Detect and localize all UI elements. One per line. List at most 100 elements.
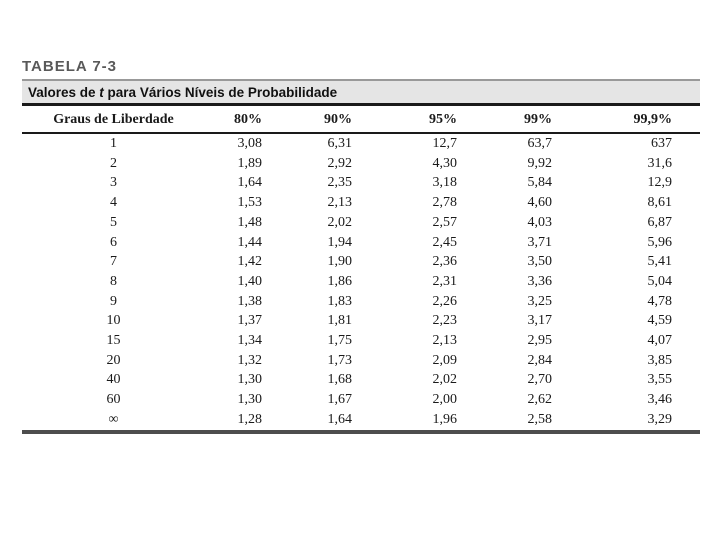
table-row: 6 1,44 1,94 2,45 3,71 5,96	[22, 233, 700, 253]
table-row: 3 1,64 2,35 3,18 5,84 12,9	[22, 173, 700, 193]
table-row: ∞ 1,28 1,64 1,96 2,58 3,29	[22, 410, 700, 432]
degrees-of-freedom-cell: 9	[110, 293, 117, 309]
t-value-cell: 6,87	[647, 214, 673, 230]
degrees-of-freedom-cell: 60	[106, 392, 121, 408]
degrees-of-freedom-cell: 15	[106, 333, 121, 349]
t-value-cell: 1,32	[237, 352, 263, 368]
t-value-cell: 1,83	[327, 293, 353, 309]
t-value-cell: 1,64	[327, 411, 353, 427]
t-value-cell: 1,37	[237, 313, 263, 329]
t-value-cell: 5,96	[647, 234, 673, 250]
header-row: Graus de Liberdade 80% 90% 95% 99% 99,9%	[22, 106, 700, 133]
t-value-cell: 3,08	[237, 136, 263, 151]
degrees-of-freedom-cell: 3	[110, 175, 117, 191]
table-row: 8 1,40 1,86 2,31 3,36 5,04	[22, 272, 700, 292]
table-row: 10 1,37 1,81 2,23 3,17 4,59	[22, 311, 700, 331]
table-row: 2 1,89 2,92 4,30 9,92 31,6	[22, 154, 700, 174]
column-header-90: 90%	[324, 112, 352, 127]
caption-text-prefix: Valores de	[28, 85, 100, 100]
t-value-cell: 63,7	[527, 136, 553, 151]
t-value-cell: 1,34	[237, 333, 263, 349]
t-value-cell: 1,42	[237, 254, 263, 270]
t-value-cell: 1,94	[327, 234, 353, 250]
degrees-of-freedom-cell: 7	[110, 254, 117, 270]
table-row: 7 1,42 1,90 2,36 3,50 5,41	[22, 252, 700, 272]
degrees-of-freedom-cell: ∞	[108, 411, 119, 427]
column-header-graus-de-liberdade: Graus de Liberdade	[53, 112, 174, 127]
t-value-cell: 1,38	[237, 293, 263, 309]
t-value-cell: 1,64	[237, 175, 263, 191]
title-divider	[22, 79, 700, 81]
degrees-of-freedom-cell: 2	[110, 155, 117, 171]
t-value-cell: 1,75	[327, 333, 353, 349]
table-row: 40 1,30 1,68 2,02 2,70 3,55	[22, 370, 700, 390]
t-value-cell: 1,53	[237, 195, 263, 211]
t-value-cell: 1,48	[237, 214, 263, 230]
t-value-cell: 2,84	[527, 352, 553, 368]
t-value-cell: 5,84	[527, 175, 553, 191]
t-value-cell: 1,30	[237, 372, 263, 388]
t-value-cell: 4,03	[527, 214, 553, 230]
t-value-cell: 2,13	[432, 333, 458, 349]
table-row: 5 1,48 2,02 2,57 4,03 6,87	[22, 213, 700, 233]
t-value-cell: 3,71	[527, 234, 553, 250]
table-row: 1 3,08 6,31 12,7 63,7 637	[22, 133, 700, 154]
t-value-cell: 1,68	[327, 372, 353, 388]
t-value-cell: 3,18	[432, 175, 458, 191]
t-value-cell: 3,36	[527, 273, 553, 289]
t-value-cell: 3,17	[527, 313, 553, 329]
t-value-cell: 4,30	[432, 155, 458, 171]
caption-text-suffix: para Vários Níveis de Probabilidade	[103, 85, 338, 100]
t-value-cell: 8,61	[647, 195, 673, 211]
t-value-cell: 6,31	[327, 136, 353, 151]
column-header-99: 99%	[524, 112, 552, 127]
t-values-table: Graus de Liberdade 80% 90% 95% 99% 99,9%…	[22, 106, 700, 434]
t-value-cell: 2,00	[432, 392, 458, 408]
t-value-cell: 3,25	[527, 293, 553, 309]
table-caption: Valores de t para Vários Níveis de Proba…	[22, 81, 700, 106]
t-value-cell: 3,55	[647, 372, 673, 388]
t-value-cell: 12,7	[432, 136, 458, 151]
degrees-of-freedom-cell: 5	[110, 214, 117, 230]
t-value-cell: 1,28	[237, 411, 263, 427]
degrees-of-freedom-cell: 8	[110, 273, 117, 289]
table-row: 4 1,53 2,13 2,78 4,60 8,61	[22, 193, 700, 213]
table-row: 20 1,32 1,73 2,09 2,84 3,85	[22, 351, 700, 371]
t-value-cell: 1,90	[327, 254, 353, 270]
t-value-cell: 1,86	[327, 273, 353, 289]
t-value-cell: 2,62	[527, 392, 553, 408]
t-value-cell: 4,78	[647, 293, 673, 309]
degrees-of-freedom-cell: 1	[110, 136, 117, 151]
t-value-cell: 1,67	[327, 392, 353, 408]
t-value-cell: 2,02	[432, 372, 458, 388]
t-value-cell: 9,92	[527, 155, 553, 171]
t-value-cell: 5,04	[647, 273, 673, 289]
column-header-80: 80%	[234, 112, 262, 127]
table-row: 9 1,38 1,83 2,26 3,25 4,78	[22, 292, 700, 312]
table-label: TABELA 7-3	[22, 58, 118, 75]
t-value-cell: 637	[651, 136, 672, 151]
t-value-cell: 1,89	[237, 155, 263, 171]
t-value-cell: 2,45	[432, 234, 458, 250]
table-row: 60 1,30 1,67 2,00 2,62 3,46	[22, 390, 700, 410]
t-value-cell: 2,09	[432, 352, 458, 368]
t-value-cell: 1,96	[432, 411, 458, 427]
column-header-95: 95%	[429, 112, 457, 127]
table-row: 15 1,34 1,75 2,13 2,95 4,07	[22, 331, 700, 351]
t-value-cell: 2,78	[432, 195, 458, 211]
t-value-cell: 4,60	[527, 195, 553, 211]
t-value-cell: 3,29	[647, 411, 673, 427]
table-body: 1 3,08 6,31 12,7 63,7 637 2 1,89 2,92 4,30 9,92 31,…	[22, 133, 700, 432]
t-value-cell: 3,50	[527, 254, 553, 270]
column-header-99-9: 99,9%	[633, 112, 673, 127]
degrees-of-freedom-cell: 6	[110, 234, 117, 250]
t-value-cell: 2,13	[327, 195, 353, 211]
degrees-of-freedom-cell: 10	[106, 313, 121, 329]
t-value-cell: 4,59	[647, 313, 673, 329]
t-value-cell: 5,41	[647, 254, 673, 270]
degrees-of-freedom-cell: 20	[106, 352, 121, 368]
t-value-cell: 1,44	[237, 234, 263, 250]
t-value-cell: 1,30	[237, 392, 263, 408]
t-value-cell: 2,02	[327, 214, 353, 230]
